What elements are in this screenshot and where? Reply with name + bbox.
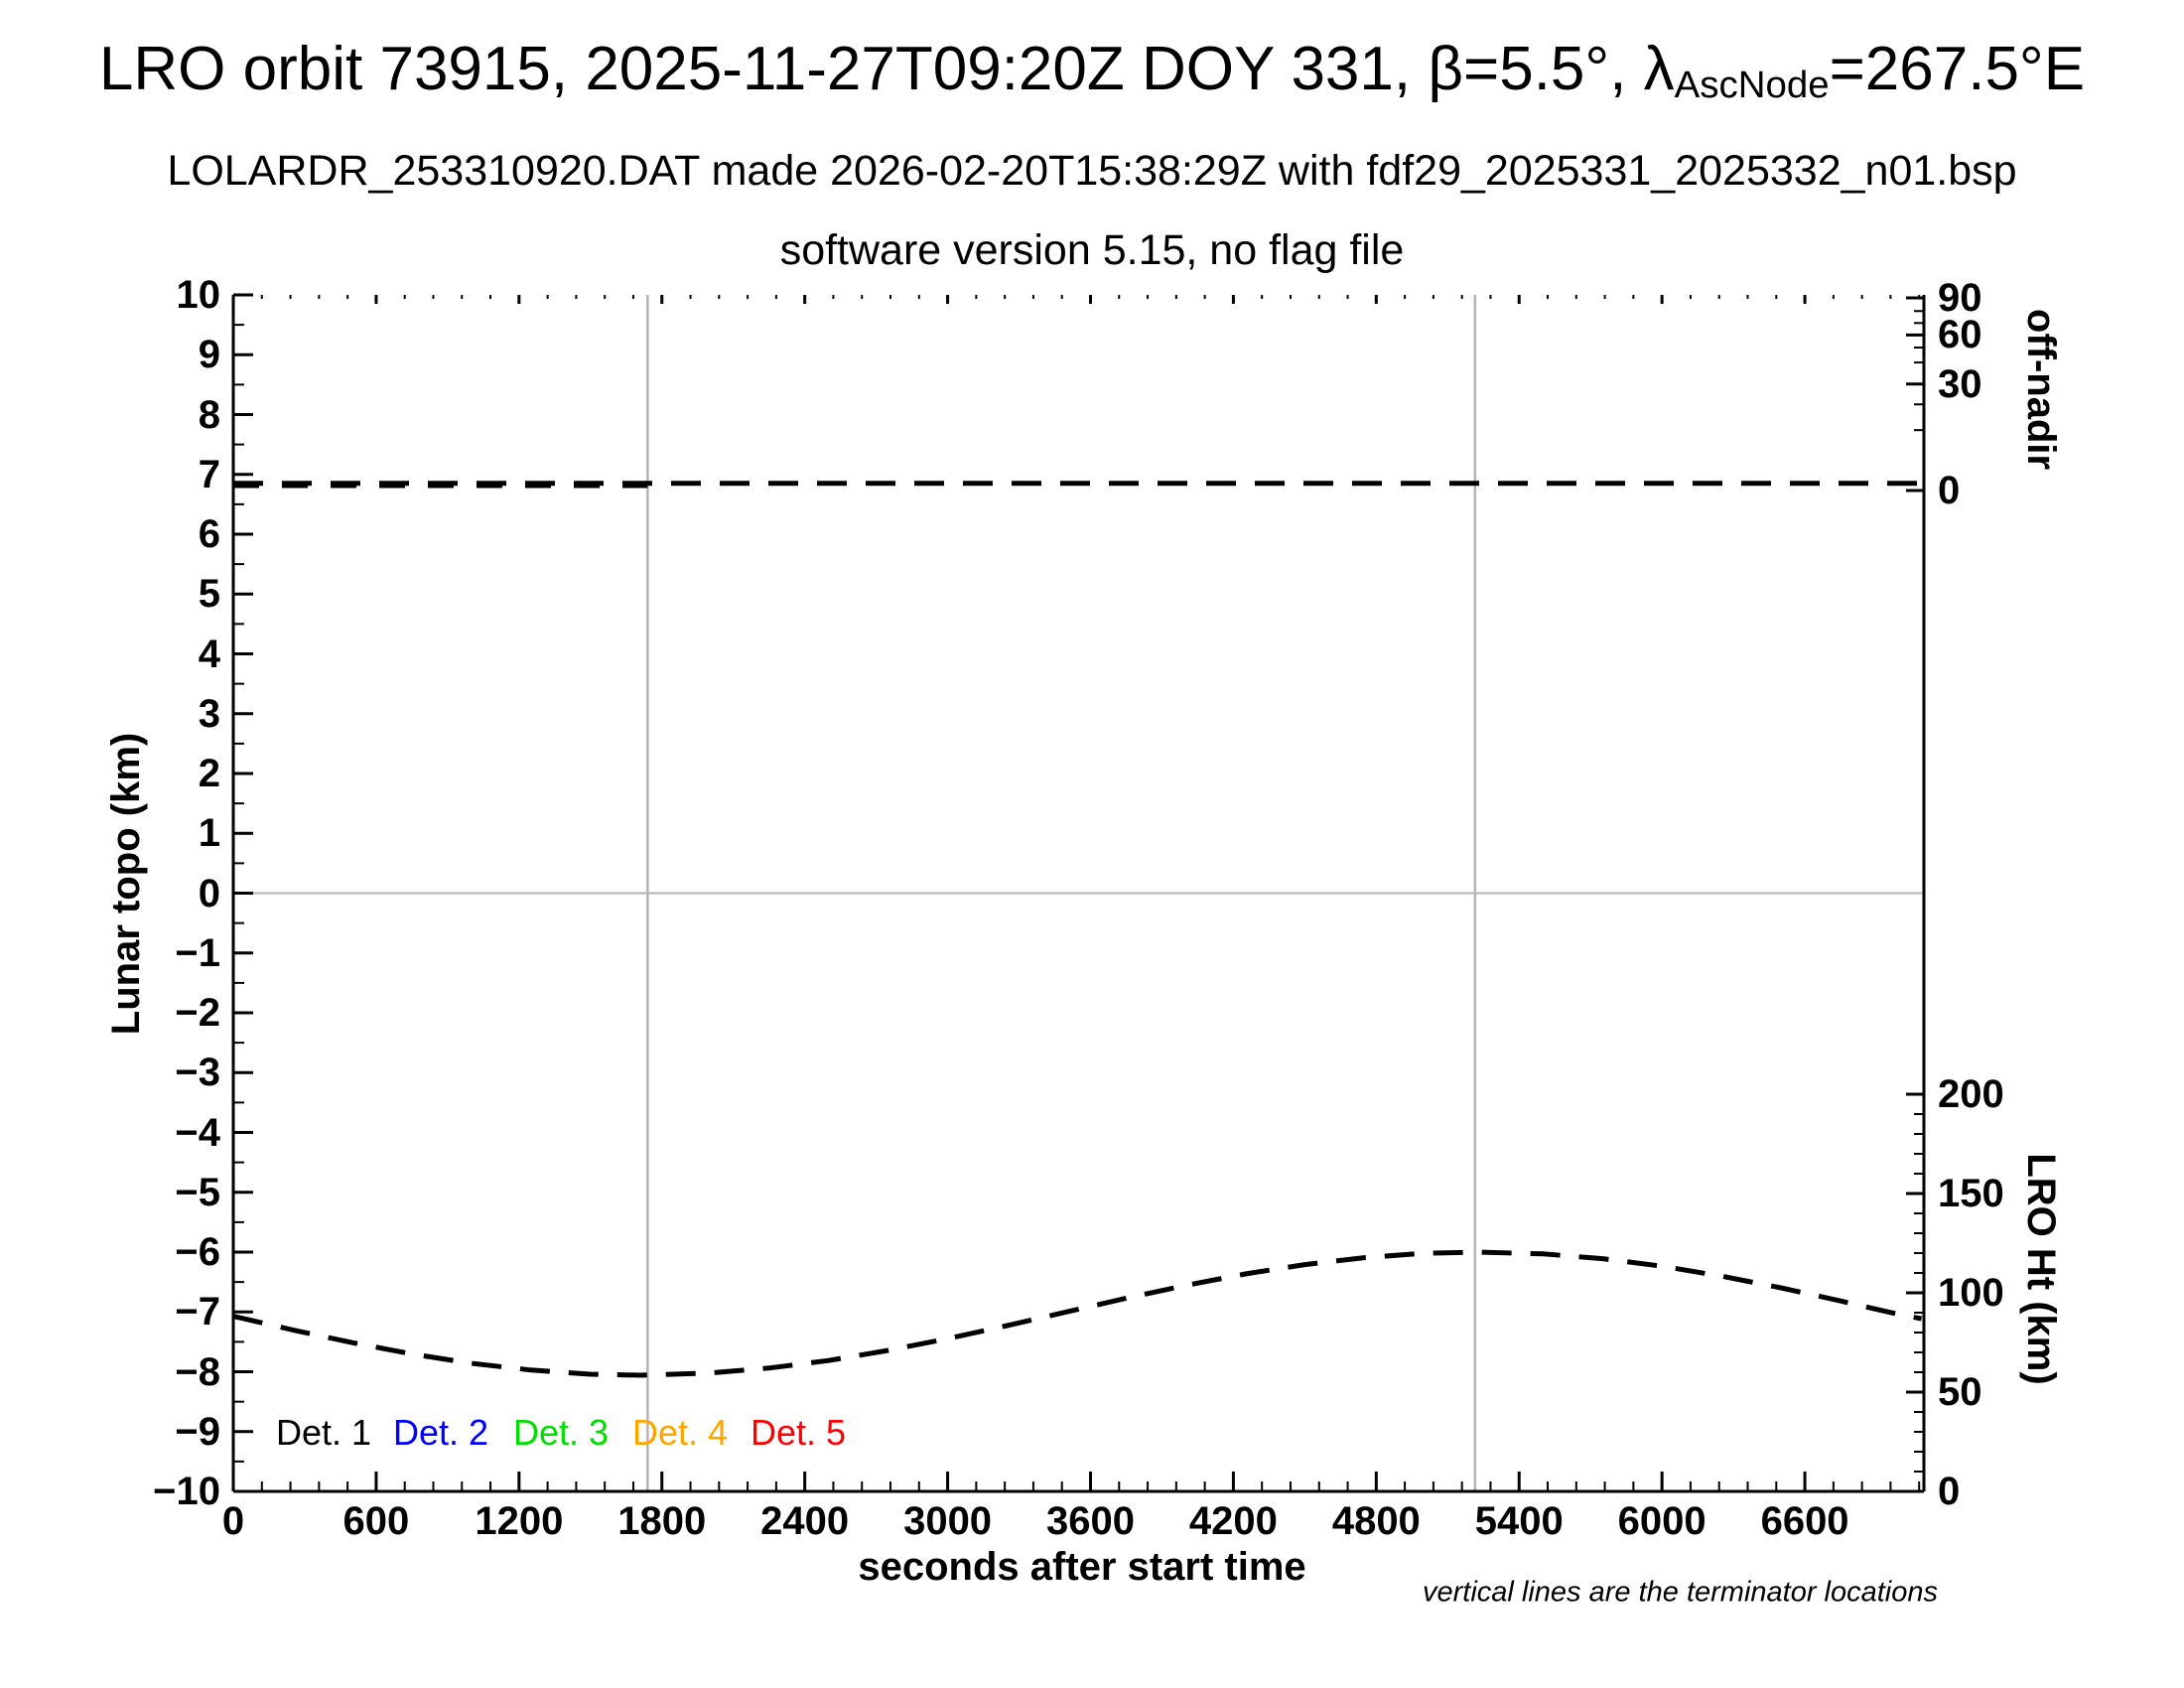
x-tick-label-6600: 6600 — [1760, 1499, 1849, 1543]
y-left-tick-label-0: 0 — [198, 871, 220, 915]
y-axis-title-off-nadir: off-nadir — [2019, 308, 2063, 471]
x-tick-label-5400: 5400 — [1474, 1499, 1564, 1543]
y-left-tick-label-3: 3 — [198, 691, 220, 736]
y-left-tick-label-2: 2 — [198, 752, 220, 795]
y-left-tick-label--10: −10 — [153, 1470, 220, 1513]
lro-ht-tick-label-50: 50 — [1938, 1370, 1982, 1414]
y-left-tick-label-9: 9 — [198, 333, 220, 377]
terminator-footnote: vertical lines are the terminator locati… — [1422, 1576, 1938, 1609]
x-tick-label-3600: 3600 — [1045, 1499, 1135, 1543]
x-tick-label-4200: 4200 — [1188, 1499, 1278, 1543]
y-left-tick-label--5: −5 — [175, 1170, 220, 1214]
y-axis-title-left: Lunar topo (km) — [104, 732, 148, 1036]
off-nadir-tick-label-90: 90 — [1938, 276, 1982, 320]
x-tick-label-1200: 1200 — [475, 1499, 564, 1543]
page-title: LRO orbit 73915, 2025-11-27T09:20Z DOY 3… — [0, 34, 2184, 107]
y-left-tick-label--9: −9 — [175, 1409, 220, 1454]
series-LRO-height-above-surface — [232, 1249, 1923, 1378]
lro-ht-tick-label-100: 100 — [1938, 1271, 2004, 1315]
off-nadir-tick-label-30: 30 — [1938, 361, 1982, 406]
legend-item-det-4: Det. 4 — [632, 1412, 729, 1453]
y-left-tick-label-8: 8 — [198, 392, 220, 437]
y-left-tick-label--8: −8 — [175, 1349, 220, 1394]
legend-item-det-2: Det. 2 — [393, 1412, 489, 1453]
y-left-tick-label--1: −1 — [175, 930, 220, 975]
title-text-main: LRO orbit 73915, 2025-11-27T09:20Z DOY 3… — [98, 35, 1675, 103]
subtitle-software-version: software version 5.15, no flag file — [779, 226, 1405, 274]
x-tick-label-0: 0 — [221, 1499, 245, 1543]
legend-item-det-1: Det. 1 — [276, 1412, 372, 1453]
x-tick-label-4800: 4800 — [1331, 1499, 1421, 1543]
y-left-tick-label--2: −2 — [175, 991, 220, 1035]
lro-ht-tick-label-0: 0 — [1938, 1470, 1961, 1513]
title-text-end: =267.5°E — [1829, 35, 2086, 103]
legend-item-det-3: Det. 3 — [513, 1412, 610, 1453]
legend-item-det-5: Det. 5 — [751, 1412, 847, 1453]
x-tick-label-1800: 1800 — [617, 1499, 707, 1543]
x-axis-title: seconds after start time — [858, 1545, 1306, 1589]
lro-ht-tick-label-200: 200 — [1938, 1072, 2004, 1116]
y-axis-title-lro-height: LRO Ht (km) — [2019, 1153, 2063, 1385]
title-lambda-subscript: AscNode — [1674, 64, 1830, 107]
y-left-tick-label-7: 7 — [198, 452, 220, 496]
y-left-tick-label-10: 10 — [176, 273, 221, 317]
y-left-tick-label-4: 4 — [198, 632, 220, 676]
x-tick-label-600: 600 — [342, 1499, 410, 1543]
y-left-tick-label--4: −4 — [175, 1110, 220, 1155]
off-nadir-tick-label-60: 60 — [1938, 313, 1982, 357]
x-tick-label-6000: 6000 — [1617, 1499, 1706, 1543]
y-left-tick-label-6: 6 — [198, 512, 220, 556]
y-left-tick-label--3: −3 — [175, 1051, 220, 1095]
lro-ht-tick-label-150: 150 — [1938, 1172, 2004, 1215]
subtitle-data-file: LOLARDR_253310920.DAT made 2026-02-20T15… — [167, 147, 2017, 195]
y-left-tick-label-1: 1 — [198, 811, 220, 856]
y-left-tick-label--7: −7 — [175, 1290, 220, 1335]
off-nadir-tick-label-0: 0 — [1938, 469, 1961, 513]
y-left-tick-label--6: −6 — [175, 1230, 220, 1274]
y-left-tick-label-5: 5 — [198, 572, 220, 617]
x-tick-label-3000: 3000 — [903, 1499, 993, 1543]
x-tick-label-2400: 2400 — [760, 1499, 850, 1543]
